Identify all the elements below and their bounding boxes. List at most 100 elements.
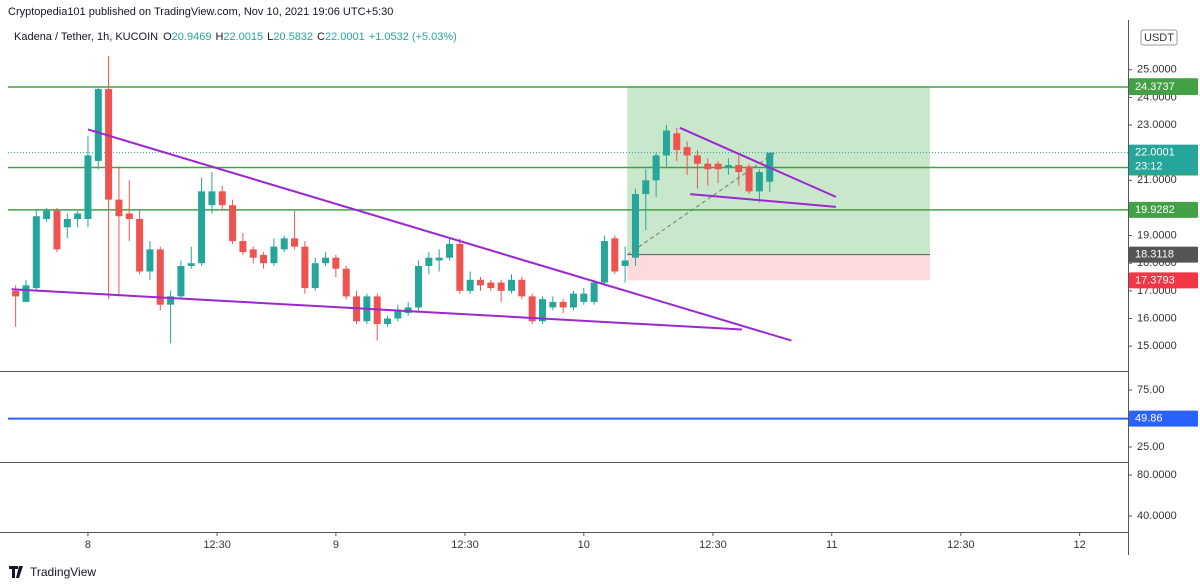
- candle-body: [156, 249, 164, 305]
- candle-body: [239, 241, 247, 253]
- candle-body: [136, 218, 144, 272]
- candle-body: [322, 257, 330, 264]
- candle-body: [249, 249, 257, 258]
- last-price-tag: [1129, 144, 1198, 175]
- candle-body: [332, 257, 340, 269]
- candle-body: [518, 279, 526, 297]
- candle-body: [301, 246, 309, 289]
- candle-body: [167, 296, 175, 305]
- currency-box: [1140, 29, 1178, 46]
- candle-body: [755, 172, 763, 192]
- change: +1.0532 (+5.03%): [369, 31, 457, 43]
- ohlc-value: 22.0015: [223, 31, 263, 43]
- price-tag: [1129, 201, 1198, 218]
- candle-body: [538, 299, 546, 322]
- candle-body: [187, 263, 195, 266]
- candle-body: [456, 243, 464, 291]
- ohlc-value: 20.5832: [273, 31, 313, 43]
- candle-body: [260, 254, 268, 264]
- candle-body: [415, 265, 423, 308]
- price-tag-label: 18.3118: [1135, 249, 1174, 261]
- candle-body: [291, 238, 299, 247]
- ohlc-label: H: [215, 31, 223, 43]
- candle-body: [63, 218, 71, 228]
- currency: USDT: [1144, 32, 1174, 44]
- candle-body: [724, 165, 732, 168]
- price-tag: [1129, 79, 1198, 96]
- candle-body: [631, 194, 639, 258]
- candle-body: [569, 293, 577, 308]
- price-tag-label: 17.3793: [1135, 274, 1175, 286]
- price-tag-label: 19.9282: [1135, 204, 1175, 216]
- trend-line: [690, 193, 836, 208]
- y-tick-label: 25.0000: [1137, 64, 1177, 76]
- publisher-line: Cryptopedia101 published on TradingView.…: [8, 6, 393, 18]
- candle-body: [652, 155, 660, 181]
- profit-zone: [627, 86, 930, 255]
- candle-body: [115, 199, 123, 217]
- candle-body: [642, 180, 650, 195]
- y-tick-label: 80.0000: [1137, 469, 1177, 481]
- trend-line: [11, 288, 742, 331]
- candle-body: [125, 213, 133, 219]
- price-tag: [1129, 272, 1198, 289]
- x-tick-label: 12:30: [203, 539, 231, 551]
- price-tag: [1129, 410, 1198, 427]
- y-tick-label: 40.0000: [1137, 510, 1177, 522]
- x-tick-label: 12:30: [451, 539, 479, 551]
- candle-body: [74, 213, 82, 219]
- logo: [9, 566, 23, 578]
- candle-body: [600, 241, 608, 283]
- candle-body: [32, 216, 40, 289]
- candle-body: [549, 301, 557, 308]
- candle-body: [208, 191, 216, 206]
- candle-body: [611, 238, 619, 272]
- candle-body: [662, 130, 670, 156]
- candle-body: [394, 310, 402, 319]
- x-tick-label: 12:30: [947, 539, 975, 551]
- candle-body: [735, 165, 743, 173]
- candle-body: [507, 279, 515, 291]
- candle-body: [580, 293, 588, 302]
- candle-body: [177, 265, 185, 297]
- candle-body: [528, 296, 536, 322]
- candle-body: [693, 155, 701, 164]
- candle-body: [270, 246, 278, 264]
- x-tick-label: 9: [333, 539, 339, 551]
- candle-body: [559, 301, 567, 308]
- plot: 15.000016.000017.000018.000019.000020.00…: [0, 20, 1198, 555]
- candle-body: [311, 263, 319, 289]
- candle-body: [714, 163, 722, 170]
- candle-body: [497, 282, 505, 291]
- ohlc-label: O: [163, 31, 172, 43]
- footer: TradingView: [9, 565, 96, 579]
- y-tick-label: 21.0000: [1137, 174, 1177, 186]
- ohlc-label: C: [317, 31, 325, 43]
- y-tick-label: 16.0000: [1137, 312, 1177, 324]
- y-tick-label: 19.0000: [1137, 229, 1177, 241]
- trend-line: [87, 128, 792, 342]
- price-tag-label: 24.3737: [1135, 81, 1175, 93]
- candle-body: [229, 205, 237, 242]
- candle-body: [745, 166, 753, 192]
- candle-body: [43, 210, 51, 219]
- candle-body: [105, 89, 113, 200]
- candle-body: [280, 238, 288, 250]
- candle-body: [673, 133, 681, 150]
- x-tick-label: 10: [578, 539, 590, 551]
- last-price-tag-label: 22.0001: [1135, 147, 1175, 159]
- dashed-line: [626, 152, 776, 256]
- last-price-tag-countdown: 23:12: [1135, 161, 1163, 173]
- candle-body: [466, 279, 474, 291]
- ohlc-value: 22.0001: [325, 31, 365, 43]
- symbol-title: Kadena / Tether, 1h, KUCOIN: [14, 31, 158, 43]
- price-tag: [1129, 246, 1198, 263]
- candle-body: [218, 191, 226, 206]
- candle-body: [384, 318, 392, 325]
- candle-body: [53, 210, 61, 250]
- candle-body: [94, 89, 102, 161]
- candle-body: [446, 243, 454, 258]
- candle-body: [435, 257, 443, 261]
